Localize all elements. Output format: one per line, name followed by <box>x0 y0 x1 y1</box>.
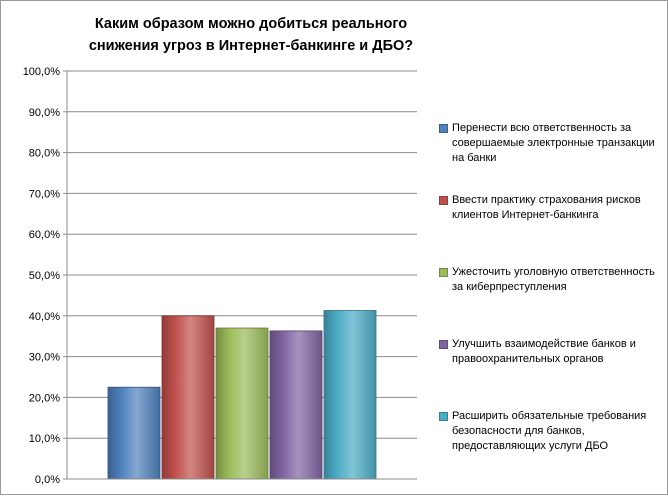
legend-label: Ввести практику страхования рисков клиен… <box>452 194 641 221</box>
bar-3 <box>215 327 269 480</box>
legend-swatch <box>439 412 448 421</box>
legend-swatch <box>439 124 448 133</box>
y-tick-label: 10,0% <box>29 433 60 445</box>
y-tick-label: 70,0% <box>29 188 60 200</box>
legend-label: Ужесточить уголовную ответственность за … <box>452 266 655 293</box>
y-tick-label: 20,0% <box>29 392 60 404</box>
y-tick-label: 60,0% <box>29 229 60 241</box>
chart-title: Каким образом можно добиться реального с… <box>88 16 414 54</box>
y-tick-label: 90,0% <box>29 107 60 119</box>
y-tick-label: 0,0% <box>35 474 60 486</box>
bar-5 <box>323 310 377 480</box>
bar-2 <box>161 315 215 480</box>
y-tick-label: 50,0% <box>29 270 60 282</box>
legend-swatch <box>439 268 448 277</box>
legend-swatch <box>439 340 448 349</box>
y-tick-label: 30,0% <box>29 352 60 364</box>
legend-swatch <box>439 196 448 205</box>
legend-label: Улучшить взаимодействие банков и правоох… <box>452 338 636 365</box>
bar-4 <box>269 330 323 480</box>
y-tick-label: 40,0% <box>29 311 60 323</box>
y-tick-label: 80,0% <box>29 148 60 160</box>
bar-1 <box>107 386 161 480</box>
legend-label: Перенести всю ответственность за соверша… <box>452 122 655 164</box>
y-tick-label: 100,0% <box>23 66 61 78</box>
legend-label: Расширить обязательные требования безопа… <box>452 410 647 452</box>
